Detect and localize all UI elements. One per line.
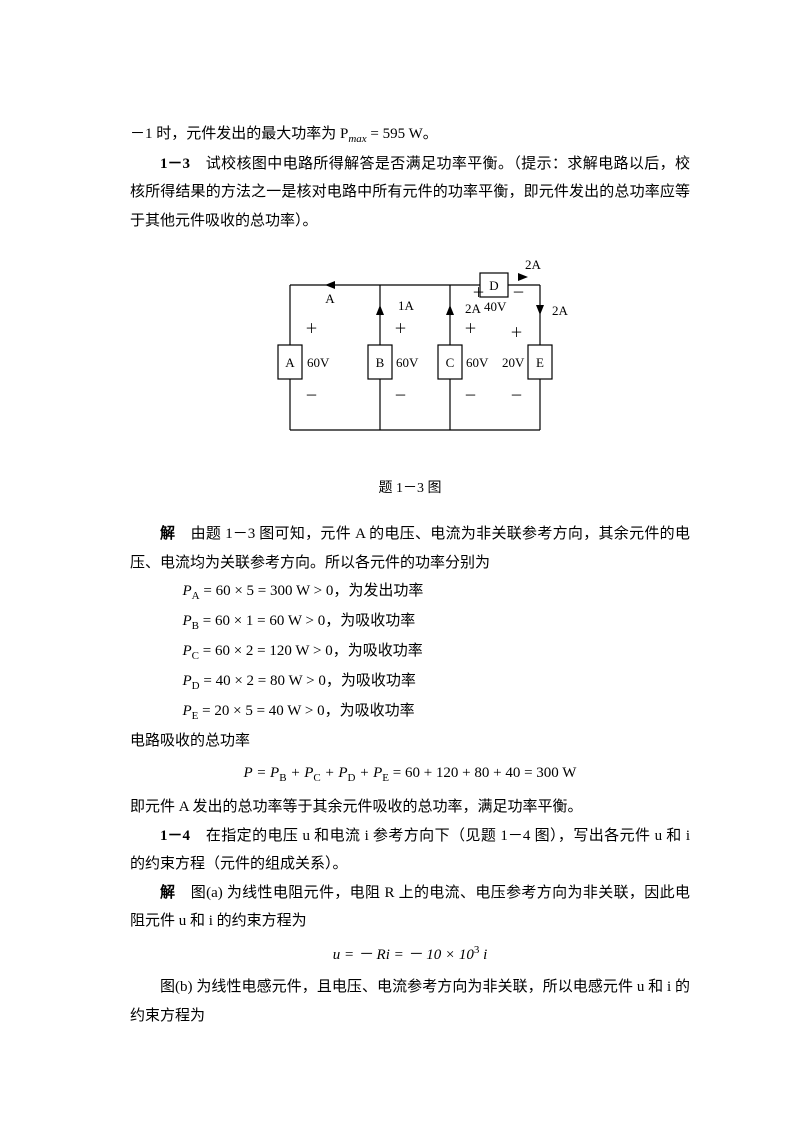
svg-text:－: － — [512, 285, 525, 300]
problem-1-4: 1－4 在指定的电压 u 和电流 i 参考方向下（见题 1－4 图），写出各元件… — [130, 822, 690, 879]
subscript: max — [348, 133, 366, 145]
solution-1-4-b: 图(b) 为线性电感元件，且电压、电流参考方向为非关联，所以电感元件 u 和 i… — [130, 973, 690, 1030]
circuit-diagram: A D E B C — [250, 255, 570, 455]
solution-label: 解 — [160, 526, 175, 542]
eq-PA: PA = 60 × 5 = 300 W > 0，为发出功率 — [183, 577, 691, 607]
figure-caption: 题 1－3 图 — [130, 476, 690, 503]
current-1A: 1A — [398, 298, 415, 313]
solution-1-3: 解 由题 1－3 图可知，元件 A 的电压、电流为非关联参考方向，其余元件的电压… — [130, 520, 690, 577]
circuit-figure: A D E B C — [130, 255, 690, 466]
problem-number: 1－4 — [160, 828, 190, 844]
voltage-D: 40V — [484, 299, 507, 314]
svg-text:＋: ＋ — [510, 325, 523, 340]
problem-text: 试校核图中电路所得解答是否满足功率平衡。（提示：求解电路以后，校核所得结果的方法… — [130, 156, 690, 229]
problem-1-3: 1－3 试校核图中电路所得解答是否满足功率平衡。（提示：求解电路以后，校核所得结… — [130, 150, 690, 236]
solution-1-4-a: 解 图(a) 为线性电阻元件，电阻 R 上的电流、电压参考方向为非关联，因此电阻… — [130, 879, 690, 936]
eq-PD: PD = 40 × 2 = 80 W > 0，为吸收功率 — [183, 667, 691, 697]
solution-text: 图(a) 为线性电阻元件，电阻 R 上的电流、电压参考方向为非关联，因此电阻元件… — [130, 885, 690, 930]
solution-text: 由题 1－3 图可知，元件 A 的电压、电流为非关联参考方向，其余元件的电压、电… — [130, 526, 690, 571]
power-equations: PA = 60 × 5 = 300 W > 0，为发出功率 PB = 60 × … — [183, 577, 691, 726]
total-power-equation: P = PB + PC + PD + PE = 60 + 120 + 80 + … — [130, 759, 690, 789]
total-power-label: 电路吸收的总功率 — [130, 727, 690, 756]
page-content: －1 时，元件发出的最大功率为 Pmax = 595 W。 1－3 试校核图中电… — [0, 0, 800, 1090]
box-E-label: E — [536, 355, 544, 370]
svg-text:＋: ＋ — [464, 321, 477, 336]
text: －1 时，元件发出的最大功率为 P — [130, 126, 348, 142]
resistor-equation: u = － Ri = － 10 × 103 i — [130, 940, 690, 970]
svg-text:－: － — [305, 388, 318, 403]
box-D-label: D — [489, 278, 498, 293]
voltage-C: 60V — [466, 355, 489, 370]
voltage-E: 20V — [502, 355, 525, 370]
voltage-B: 60V — [396, 355, 419, 370]
current-2A-top: 2A — [525, 257, 542, 272]
eq-PB: PB = 60 × 1 = 60 W > 0，为吸收功率 — [183, 607, 691, 637]
svg-text:＋: ＋ — [305, 321, 318, 336]
voltage-A: 60V — [307, 355, 330, 370]
box-B-label: B — [376, 355, 385, 370]
svg-text:－: － — [510, 388, 523, 403]
svg-text:－: － — [394, 388, 407, 403]
eq-PC: PC = 60 × 2 = 120 W > 0，为吸收功率 — [183, 637, 691, 667]
arrow-A-label: A — [325, 291, 335, 306]
problem-number: 1－3 — [160, 156, 190, 172]
box-C-label: C — [446, 355, 455, 370]
svg-text:＋: ＋ — [472, 285, 485, 300]
conclusion-1-3: 即元件 A 发出的总功率等于其余元件吸收的总功率，满足功率平衡。 — [130, 793, 690, 822]
current-2A-e: 2A — [552, 303, 569, 318]
eq-PE: PE = 20 × 5 = 40 W > 0，为吸收功率 — [183, 697, 691, 727]
paragraph-continuation: －1 时，元件发出的最大功率为 Pmax = 595 W。 — [130, 120, 690, 150]
box-A-label: A — [285, 355, 295, 370]
text: = 595 W。 — [367, 126, 438, 142]
solution-label: 解 — [160, 885, 175, 901]
svg-text:＋: ＋ — [394, 321, 407, 336]
problem-text: 在指定的电压 u 和电流 i 参考方向下（见题 1－4 图），写出各元件 u 和… — [130, 828, 690, 873]
svg-text:－: － — [464, 388, 477, 403]
current-2A-c: 2A — [465, 301, 482, 316]
